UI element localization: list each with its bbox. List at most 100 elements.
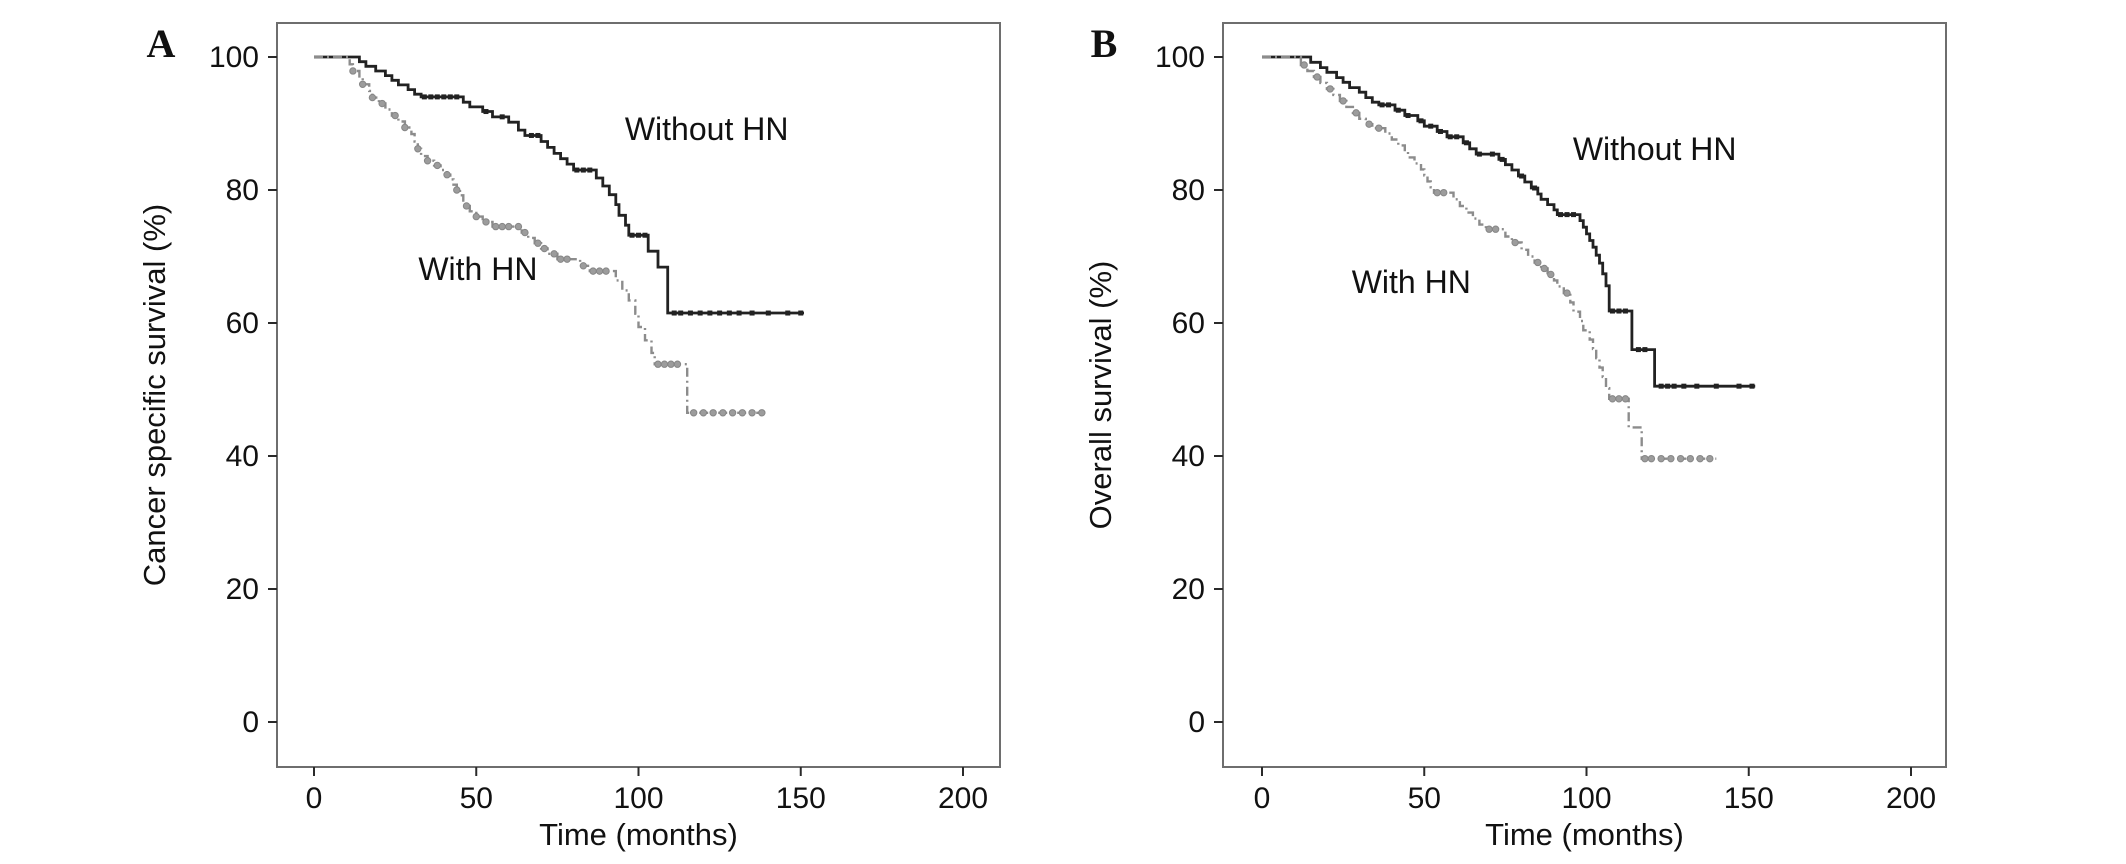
panel-letter-B: B	[1091, 21, 1118, 66]
curve-label-with-hn: With HN	[1352, 264, 1471, 300]
y-tick-label: 60	[1172, 307, 1205, 340]
censor-circle-icon	[699, 409, 708, 417]
censor-tick-icon	[1532, 185, 1538, 191]
censor-circle-icon	[1352, 109, 1360, 117]
censor-tick-icon	[785, 310, 791, 316]
censor-circle-icon	[1706, 454, 1714, 463]
censor-circle-icon	[1440, 188, 1448, 197]
censor-circle-icon	[1667, 454, 1675, 463]
censor-circle-icon	[602, 267, 610, 275]
censor-tick-icon	[441, 94, 447, 100]
censor-tick-icon	[1681, 383, 1687, 389]
censor-circle-icon	[1621, 395, 1630, 403]
censor-tick-icon	[447, 94, 453, 100]
censor-tick-icon	[1418, 118, 1424, 124]
censor-tick-icon	[1379, 102, 1385, 108]
censor-tick-icon	[483, 109, 489, 115]
censor-circle-icon	[462, 202, 471, 210]
censor-circle-icon	[534, 239, 542, 247]
censor-circle-icon	[443, 171, 451, 179]
censor-tick-icon	[629, 232, 635, 238]
censor-circle-icon	[709, 409, 717, 417]
censor-circle-icon	[514, 222, 523, 231]
y-tick-label: 40	[1172, 440, 1205, 473]
censor-tick-icon	[1642, 347, 1648, 353]
x-tick-label: 150	[1724, 782, 1774, 815]
censor-circle-icon	[1534, 258, 1542, 267]
censor-tick-icon	[1571, 212, 1577, 218]
censor-circle-icon	[673, 360, 682, 368]
censor-tick-icon	[1635, 347, 1641, 353]
censor-tick-icon	[1454, 134, 1460, 140]
panel-letter-A: A	[147, 21, 176, 66]
censor-circle-icon	[1339, 97, 1347, 105]
censor-circle-icon	[1696, 454, 1704, 463]
curve-label-without-hn: Without HN	[625, 111, 789, 147]
censor-circle-icon	[1686, 454, 1695, 463]
censor-circle-icon	[1615, 395, 1623, 403]
censor-tick-icon	[1428, 123, 1434, 129]
censor-tick-icon	[421, 94, 427, 100]
censor-tick-icon	[499, 114, 505, 120]
censor-circle-icon	[540, 244, 549, 253]
censor-tick-icon	[434, 94, 440, 100]
censor-circle-icon	[1511, 238, 1519, 247]
censor-tick-icon	[1713, 383, 1719, 389]
censor-tick-icon	[749, 310, 755, 316]
x-axis-title: Time (months)	[1485, 817, 1684, 852]
censor-tick-icon	[1671, 383, 1677, 389]
km-curve-with-hn	[314, 55, 769, 414]
censor-circle-icon	[589, 267, 597, 275]
censor-tick-icon	[1564, 212, 1570, 218]
y-tick-label: 80	[226, 174, 259, 207]
censor-circle-icon	[391, 111, 399, 120]
y-tick-label: 40	[226, 440, 259, 473]
y-tick-label: 100	[209, 41, 259, 74]
censor-circle-icon	[556, 255, 565, 263]
censor-circle-icon	[1547, 270, 1555, 279]
censor-circle-icon	[550, 250, 558, 258]
y-axis-title: Cancer specific survival (%)	[137, 204, 172, 586]
censor-marks-without-hn	[421, 94, 804, 316]
censor-circle-icon	[728, 409, 737, 417]
censor-circle-icon	[1375, 124, 1383, 132]
censor-circle-icon	[1300, 61, 1308, 69]
censor-circle-icon	[453, 186, 461, 194]
x-tick-label: 150	[776, 782, 826, 815]
censor-tick-icon	[736, 310, 742, 316]
censor-circle-icon	[492, 222, 500, 231]
censor-tick-icon	[1405, 113, 1411, 119]
censor-circle-icon	[378, 99, 386, 108]
curve-label-without-hn: Without HN	[1573, 131, 1737, 167]
censor-tick-icon	[678, 310, 684, 316]
x-tick-label: 200	[938, 782, 988, 815]
y-tick-label: 100	[1155, 41, 1205, 74]
censor-tick-icon	[1665, 383, 1671, 389]
censor-marks-with-hn	[1300, 61, 1714, 463]
censor-circle-icon	[667, 360, 675, 368]
censor-circle-icon	[595, 267, 604, 275]
censor-circle-icon	[1433, 188, 1441, 197]
censor-circle-icon	[433, 161, 442, 170]
censor-tick-icon	[1609, 308, 1615, 314]
x-tick-label: 0	[306, 782, 323, 815]
censor-tick-icon	[798, 310, 804, 316]
censor-tick-icon	[1489, 151, 1495, 157]
censor-tick-icon	[1658, 383, 1664, 389]
censor-tick-icon	[671, 310, 677, 316]
censor-circle-icon	[368, 93, 377, 102]
censor-tick-icon	[428, 94, 434, 100]
censor-tick-icon	[528, 132, 534, 138]
censor-circle-icon	[689, 409, 698, 417]
y-tick-label: 20	[226, 573, 259, 606]
censor-circle-icon	[358, 80, 367, 88]
censor-circle-icon	[1657, 454, 1665, 463]
censor-circle-icon	[738, 409, 747, 417]
censor-circle-icon	[1647, 454, 1656, 463]
censor-circle-icon	[498, 222, 506, 231]
censor-tick-icon	[580, 167, 586, 173]
censor-tick-icon	[726, 310, 732, 316]
censor-tick-icon	[636, 232, 641, 238]
